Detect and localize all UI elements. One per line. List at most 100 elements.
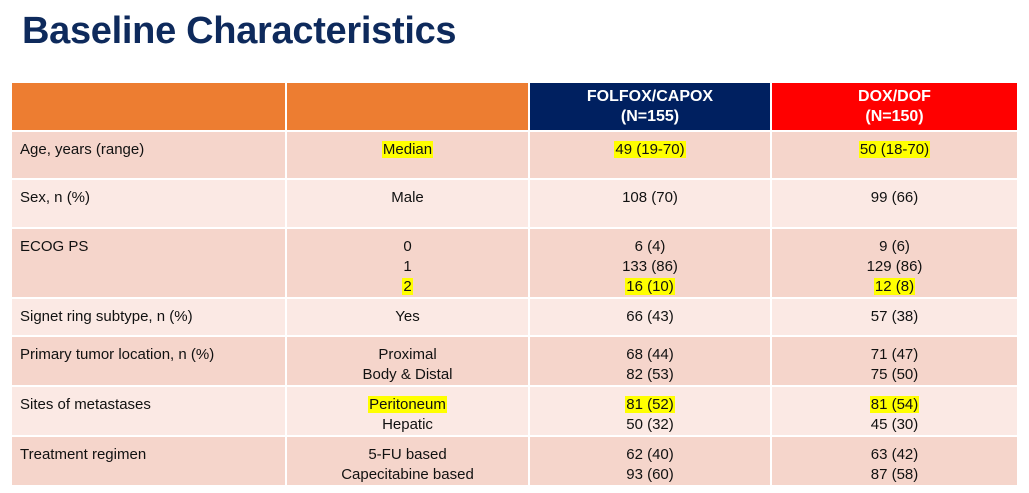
cell-text: 57 (38) bbox=[870, 308, 919, 325]
baseline-table: FOLFOX/CAPOX (N=155) DOX/DOF (N=150) Age, y… bbox=[10, 81, 1019, 487]
subgroup-cell: Peritoneum Hepatic bbox=[285, 385, 530, 437]
cell-line: Male bbox=[287, 188, 528, 208]
cell-line: 81 (52) bbox=[530, 395, 770, 415]
cell-text: Male bbox=[391, 189, 424, 206]
cell-text: 9 (6) bbox=[879, 238, 910, 255]
value-cell: 9 (6) 129 (86) 12 (8) bbox=[770, 227, 1019, 299]
cell-line: 57 (38) bbox=[772, 307, 1017, 327]
value-cell: 57 (38) bbox=[770, 297, 1019, 337]
cell-line: 0 bbox=[287, 237, 528, 257]
value-cell: 81 (52) 50 (32) bbox=[528, 385, 772, 437]
cell-text: Body & Distal bbox=[362, 366, 453, 383]
slide-title: Baseline Characteristics bbox=[22, 10, 457, 52]
arm-header: DOX/DOF (N=150) bbox=[770, 81, 1019, 132]
cell-line: 87 (58) bbox=[772, 465, 1017, 485]
cell-text: 93 (60) bbox=[626, 466, 674, 483]
cell-line: Peritoneum bbox=[287, 395, 528, 415]
cell-line: 75 (50) bbox=[772, 365, 1017, 385]
cell-text: 108 (70) bbox=[622, 189, 678, 206]
cell-text: Capecitabine based bbox=[341, 466, 474, 483]
table-row: Signet ring subtype, n (%) Yes 66 (43) 57 (… bbox=[10, 297, 1019, 337]
row-label: Sites of metastases bbox=[10, 385, 287, 437]
cell-line: 50 (18-70) bbox=[772, 140, 1017, 160]
arm-n: (N=155) bbox=[620, 107, 680, 125]
cell-line: 5-FU based bbox=[287, 445, 528, 465]
cell-text: 75 (50) bbox=[870, 366, 919, 383]
table-row: Primary tumor location, n (%) Proximal Bod… bbox=[10, 335, 1019, 387]
cell-line: 108 (70) bbox=[530, 188, 770, 208]
arm-name: FOLFOX/CAPOX bbox=[586, 87, 714, 105]
cell-line: Hepatic bbox=[287, 415, 528, 435]
cell-line: 6 (4) bbox=[530, 237, 770, 257]
cell-line: Body & Distal bbox=[287, 365, 528, 385]
cell-line: 2 bbox=[287, 277, 528, 297]
value-cell: 68 (44) 82 (53) bbox=[528, 335, 772, 387]
cell-line: 9 (6) bbox=[772, 237, 1017, 257]
cell-line: 68 (44) bbox=[530, 345, 770, 365]
cell-text: 68 (44) bbox=[626, 346, 674, 363]
header-row: FOLFOX/CAPOX (N=155) DOX/DOF (N=150) bbox=[10, 81, 1019, 132]
subgroup-cell: 0 1 2 bbox=[285, 227, 530, 299]
row-label: Sex, n (%) bbox=[10, 178, 287, 229]
cell-line: 71 (47) bbox=[772, 345, 1017, 365]
value-cell: 108 (70) bbox=[528, 178, 772, 229]
value-cell: 62 (40) 93 (60) bbox=[528, 435, 772, 487]
cell-line: 93 (60) bbox=[530, 465, 770, 485]
cell-line: 129 (86) bbox=[772, 257, 1017, 277]
header-cell bbox=[10, 81, 287, 132]
highlighted-text: 49 (19-70) bbox=[614, 141, 686, 158]
row-label: Signet ring subtype, n (%) bbox=[10, 297, 287, 337]
cell-text: Hepatic bbox=[382, 416, 433, 433]
cell-line: 99 (66) bbox=[772, 188, 1017, 208]
cell-text: 1 bbox=[403, 258, 412, 275]
cell-line: 12 (8) bbox=[772, 277, 1017, 297]
arm-n: (N=150) bbox=[865, 107, 924, 125]
highlighted-text: 16 (10) bbox=[625, 278, 675, 295]
cell-text: 133 (86) bbox=[622, 258, 678, 275]
table-row: ECOG PS 0 1 2 6 (4) 133 (86) 16 (10) 9 (6) 129 (… bbox=[10, 227, 1019, 299]
cell-line: 50 (32) bbox=[530, 415, 770, 435]
cell-text: Yes bbox=[395, 308, 420, 325]
subgroup-cell: Yes bbox=[285, 297, 530, 337]
cell-line: Proximal bbox=[287, 345, 528, 365]
arm-name: DOX/DOF bbox=[858, 87, 931, 105]
cell-text: 5-FU based bbox=[368, 446, 447, 463]
value-cell: 6 (4) 133 (86) 16 (10) bbox=[528, 227, 772, 299]
highlighted-text: 81 (52) bbox=[625, 396, 675, 413]
row-label: Age, years (range) bbox=[10, 130, 287, 180]
value-cell: 71 (47) 75 (50) bbox=[770, 335, 1019, 387]
cell-line: 81 (54) bbox=[772, 395, 1017, 415]
cell-text: 45 (30) bbox=[870, 416, 919, 433]
table-row: Sex, n (%) Male 108 (70) 99 (66) bbox=[10, 178, 1019, 229]
cell-line: Capecitabine based bbox=[287, 465, 528, 485]
highlighted-text: Median bbox=[381, 141, 434, 158]
cell-text: 62 (40) bbox=[626, 446, 674, 463]
cell-line: 45 (30) bbox=[772, 415, 1017, 435]
row-label: ECOG PS bbox=[10, 227, 287, 299]
value-cell: 49 (19-70) bbox=[528, 130, 772, 180]
cell-text: 99 (66) bbox=[870, 189, 919, 206]
highlighted-text: 81 (54) bbox=[869, 396, 920, 413]
subgroup-cell: Median bbox=[285, 130, 530, 180]
value-cell: 81 (54) 45 (30) bbox=[770, 385, 1019, 437]
cell-text: 63 (42) bbox=[870, 446, 919, 463]
cell-line: Median bbox=[287, 140, 528, 160]
arm-header: FOLFOX/CAPOX (N=155) bbox=[528, 81, 772, 132]
cell-line: 49 (19-70) bbox=[530, 140, 770, 160]
cell-text: 129 (86) bbox=[866, 258, 923, 275]
table-row: Age, years (range) Median 49 (19-70) 50 (18… bbox=[10, 130, 1019, 180]
cell-text: 66 (43) bbox=[626, 308, 674, 325]
cell-text: 50 (32) bbox=[626, 416, 674, 433]
cell-line: 82 (53) bbox=[530, 365, 770, 385]
table-row: Sites of metastases Peritoneum Hepatic 81 (… bbox=[10, 385, 1019, 437]
cell-line: 63 (42) bbox=[772, 445, 1017, 465]
cell-line: 16 (10) bbox=[530, 277, 770, 297]
value-cell: 63 (42) 87 (58) bbox=[770, 435, 1019, 487]
header-cell bbox=[285, 81, 530, 132]
value-cell: 50 (18-70) bbox=[770, 130, 1019, 180]
subgroup-cell: Proximal Body & Distal bbox=[285, 335, 530, 387]
subgroup-cell: Male bbox=[285, 178, 530, 229]
highlighted-text: 50 (18-70) bbox=[858, 141, 931, 158]
cell-text: Proximal bbox=[378, 346, 437, 363]
